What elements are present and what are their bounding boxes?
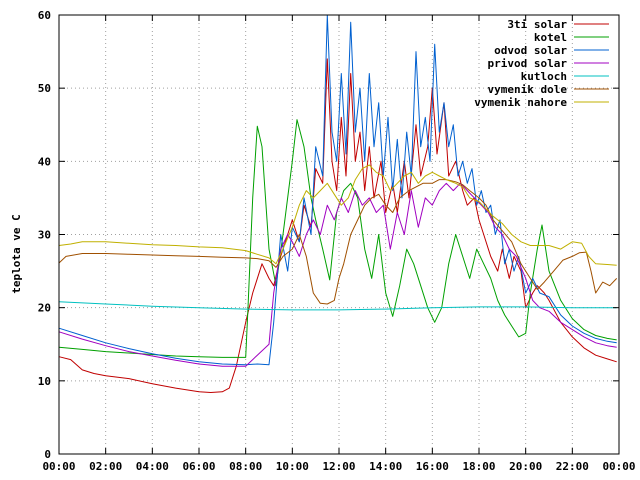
series-line-privod-solar — [58, 182, 617, 367]
series-line-kutloch — [58, 301, 617, 311]
y-tick-label: 10 — [38, 375, 51, 388]
series-line-vymenik-nahore — [58, 164, 617, 266]
x-tick-label: 02:00 — [89, 460, 122, 473]
x-tick-label: 00:00 — [602, 460, 635, 473]
x-tick-label: 20:00 — [509, 460, 542, 473]
legend-label-vymenik-dole: vymenik dole — [488, 83, 568, 96]
x-tick-label: 18:00 — [462, 460, 495, 473]
x-tick-label: 04:00 — [136, 460, 169, 473]
x-tick-label: 10:00 — [276, 460, 309, 473]
y-tick-label: 0 — [44, 448, 51, 461]
series-layer — [58, 14, 618, 393]
legend-label-kutloch: kutloch — [521, 70, 567, 83]
x-tick-label: 12:00 — [322, 460, 355, 473]
y-axis-label: teplota ve C — [10, 214, 23, 293]
series-line-vymenik-dole — [58, 179, 618, 305]
y-tick-label: 60 — [38, 9, 51, 22]
series-line-odvod-solar — [58, 14, 617, 366]
legend-label-odvod-solar: odvod solar — [494, 44, 567, 57]
x-tick-label: 00:00 — [42, 460, 75, 473]
x-axis: 00:00 02:00 04:00 06:00 08:00 10:00 12:00 14:00… — [42, 15, 636, 473]
legend-label-privod-solar: privod solar — [488, 57, 568, 70]
y-tick-label: 30 — [38, 229, 51, 242]
y-tick-label: 40 — [38, 155, 51, 168]
y-tick-label: 50 — [38, 82, 51, 95]
legend-label-3ti-solar: 3ti solar — [507, 18, 567, 31]
legend-label-vymenik-nahore: vymenik nahore — [474, 96, 567, 109]
x-tick-label: 06:00 — [182, 460, 215, 473]
x-tick-label: 16:00 — [416, 460, 449, 473]
legend-label-kotel: kotel — [534, 31, 567, 44]
series-line-kotel — [58, 119, 617, 358]
y-axis: 0 10 20 30 40 50 60 — [38, 9, 619, 461]
y-tick-label: 20 — [38, 302, 51, 315]
x-tick-label: 08:00 — [229, 460, 262, 473]
x-tick-label: 22:00 — [556, 460, 589, 473]
x-tick-label: 14:00 — [369, 460, 402, 473]
